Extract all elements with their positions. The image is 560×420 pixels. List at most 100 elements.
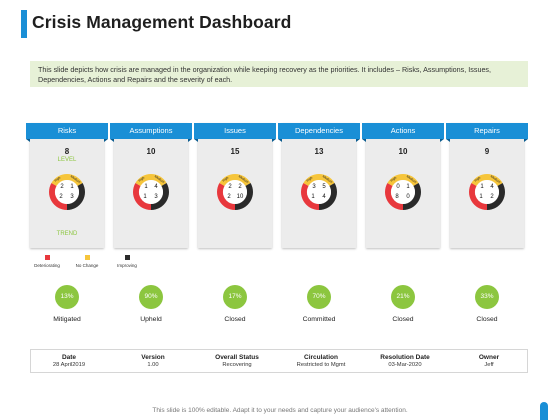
outcome-percent-badge: 17% (223, 285, 247, 309)
low-segment (469, 183, 487, 210)
ribbon-fold (524, 139, 528, 142)
panel-count: 13 (314, 147, 324, 156)
panel-header[interactable]: Risks (26, 123, 108, 139)
panel-header[interactable]: Issues (194, 123, 276, 139)
gauge-center (475, 180, 499, 204)
high-segment (319, 183, 337, 210)
panel-dependencies: Dependencies 13 High Medium 3 5 1 4 (278, 123, 360, 248)
ribbon-fold (440, 139, 444, 142)
info-header: Version (141, 354, 165, 361)
gauge-value-center: 3 (154, 194, 158, 200)
info-value: 1.00 (147, 362, 159, 368)
gauge-value-top-left: 2 (228, 184, 232, 190)
gauge-value-center: 0 (406, 194, 410, 200)
panel-assumptions: Assumptions 10 High Medium 1 4 1 3 (110, 123, 192, 248)
ribbon-fold (104, 139, 108, 142)
gauge-center (391, 180, 415, 204)
outcome-label: Closed (476, 316, 498, 323)
panel-header[interactable]: Dependencies (278, 123, 360, 139)
legend-item-deteriorating: Deteriorating (27, 255, 67, 268)
title-accent-bar (21, 10, 27, 38)
panel-count: 8 (64, 147, 70, 156)
panel-header[interactable]: Repairs (446, 123, 528, 139)
info-circulation: Circulation Restricted to Mgmt (281, 354, 361, 368)
ribbon-fold (278, 139, 282, 142)
outcome-label: Committed (302, 316, 336, 323)
gauge-word-medium: Medium (238, 174, 250, 184)
outcome-label: Upheld (140, 316, 162, 323)
low-segment (385, 183, 403, 210)
gauge-word-high: High (54, 176, 62, 183)
gauge-word-high: High (222, 176, 230, 183)
gauge-value-top-left: 0 (396, 184, 400, 190)
ribbon-fold (26, 139, 30, 142)
gauge-word-medium: Medium (406, 174, 418, 184)
gauge-value-bottom-left: 1 (143, 194, 147, 200)
ribbon-fold (446, 139, 450, 142)
info-overall-status: Overall Status Recovering (197, 354, 277, 368)
legend-item-no-change: No Change (67, 255, 107, 268)
panel-header[interactable]: Assumptions (110, 123, 192, 139)
gauge-value-top-right: 5 (322, 184, 326, 190)
ribbon-fold (188, 139, 192, 142)
gauge-value-top-left: 3 (312, 184, 316, 190)
gauge-word-medium: Medium (322, 174, 334, 184)
ribbon-fold (362, 139, 366, 142)
ribbon-fold (272, 139, 276, 142)
gauge-center (55, 180, 79, 204)
legend-swatch (84, 255, 90, 260)
trend-label: TREND (56, 231, 78, 237)
outcome-percent-badge: 90% (139, 285, 163, 309)
gauge-value-top-left: 2 (60, 184, 64, 190)
info-owner: Owner Jeff (449, 354, 529, 368)
gauge-value-bottom-left: 2 (59, 194, 63, 200)
gauge-word-high: High (474, 176, 482, 183)
panel-risks: Risks 8 LEVEL TREND High Medium 2 1 2 3 (26, 123, 108, 248)
panel-count: 9 (484, 147, 490, 156)
panel-header[interactable]: Actions (362, 123, 444, 139)
gauge-value-center: 2 (490, 194, 494, 200)
gauge-center (223, 180, 247, 204)
gauge-value-bottom-left: 8 (395, 194, 399, 200)
ribbon-fold (110, 139, 114, 142)
info-version: Version 1.00 (113, 354, 193, 368)
legend-label: Deteriorating (34, 263, 60, 268)
gauge-value-top-right: 4 (490, 184, 494, 190)
outcome-label: Mitigated (53, 316, 81, 323)
gauge-center (307, 180, 331, 204)
footer-note: This slide is 100% editable. Adapt it to… (152, 407, 408, 414)
info-table: Date 28 April2019 Version 1.00 Overall Statu… (30, 349, 528, 373)
outcome-percent-badge: 21% (391, 285, 415, 309)
low-segment (217, 183, 235, 210)
gauge-value-top-left: 1 (480, 184, 484, 190)
gauge-word-medium: Medium (70, 174, 82, 184)
info-value: 03-Mar-2020 (388, 362, 422, 368)
gauge-value-top-right: 2 (238, 184, 242, 190)
description-box: This slide depicts how crisis are manage… (30, 61, 528, 87)
page-title: Crisis Management Dashboard (32, 12, 292, 32)
gauge-word-high: High (138, 176, 146, 183)
legend-swatch (44, 255, 50, 260)
panel-count: 10 (146, 147, 156, 156)
panel-actions: Actions 10 High Medium 0 1 8 0 (362, 123, 444, 248)
info-header: Circulation (304, 354, 338, 361)
outcome-percent-badge: 13% (55, 285, 79, 309)
scroll-tab[interactable] (540, 402, 548, 420)
high-segment (151, 183, 169, 210)
gauge-value-bottom-left: 1 (479, 194, 483, 200)
gauge-center (139, 180, 163, 204)
panel-count: 15 (230, 147, 240, 156)
severity-gauge: High Medium 3 5 1 4 (301, 174, 337, 210)
outcome-label: Closed (392, 316, 414, 323)
high-segment (487, 183, 505, 210)
info-header: Date (61, 354, 77, 361)
low-segment (133, 183, 151, 210)
gauge-value-center: 3 (70, 194, 74, 200)
gauge-value-bottom-left: 2 (227, 194, 231, 200)
info-header: Owner (478, 354, 500, 361)
info-header: Resolution Date (380, 354, 430, 361)
high-segment (235, 183, 253, 210)
